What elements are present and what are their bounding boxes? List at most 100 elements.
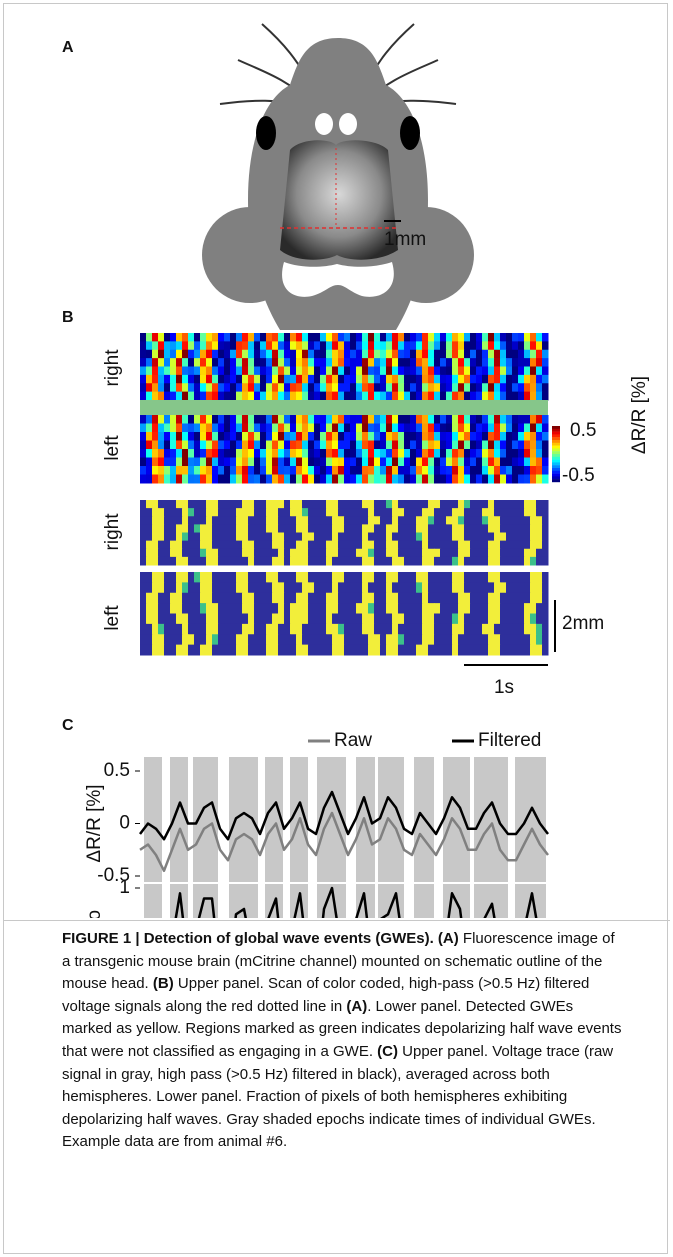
heatmap-cell <box>278 548 285 558</box>
heatmap-cell <box>206 333 213 342</box>
heatmap-cell <box>278 415 285 424</box>
heatmap-cell <box>212 613 219 625</box>
heatmap-cell <box>374 358 381 367</box>
heatmap-cell <box>248 349 255 359</box>
heatmap-cell <box>506 374 513 384</box>
heatmap-cell <box>140 500 147 509</box>
heatmap-cell <box>284 449 291 458</box>
heatmap-cell <box>362 524 369 533</box>
heatmap-cell <box>230 432 237 441</box>
heatmap-cell <box>392 644 399 656</box>
heatmap-cell <box>326 366 333 376</box>
heatmap-cell <box>224 556 231 566</box>
heatmap-cell <box>494 524 501 533</box>
heatmap-cell <box>476 449 483 458</box>
heatmap-cell <box>248 423 255 433</box>
heatmap-cell <box>302 457 309 467</box>
heatmap-cell <box>278 582 285 594</box>
heatmap-cell <box>386 423 393 433</box>
heatmap-cell <box>176 440 183 450</box>
heatmap-cell <box>212 556 219 566</box>
heatmap-cell <box>542 532 549 542</box>
heatmap-cell <box>194 548 201 558</box>
heatmap-cell <box>164 349 171 359</box>
heatmap-cell <box>494 383 501 393</box>
heatmap-cell <box>350 548 357 558</box>
heatmap-cell <box>362 423 369 433</box>
heatmap-cell <box>140 391 147 401</box>
heatmap-cell <box>494 358 501 367</box>
heatmap-cell <box>170 383 177 393</box>
heatmap-cell <box>458 432 465 441</box>
heatmap-cell <box>206 383 213 393</box>
heatmap-cell <box>302 524 309 533</box>
heatmap-cell <box>344 516 351 525</box>
heatmap-cell <box>314 508 321 517</box>
heatmap-cell <box>224 644 231 656</box>
heatmap-cell <box>482 449 489 458</box>
heatmap-cell <box>164 572 171 583</box>
heatmap-cell <box>242 634 249 646</box>
heatmap-cell <box>152 623 159 635</box>
heatmap-cell <box>536 623 543 635</box>
heatmap-cell <box>440 366 447 376</box>
heatmap-cell <box>524 457 531 467</box>
heatmap-cell <box>416 644 423 656</box>
heatmap-cell <box>542 349 549 359</box>
heatmap-cell <box>206 366 213 376</box>
heatmap-cell <box>266 592 273 604</box>
heatmap-cell <box>278 474 285 484</box>
heatmap-cell <box>344 582 351 594</box>
heatmap-cell <box>500 613 507 625</box>
heatmap-cell <box>194 449 201 458</box>
heatmap-cell <box>194 603 201 614</box>
heatmap-cell <box>410 349 417 359</box>
heatmap-cell <box>488 374 495 384</box>
heatmap-cell <box>188 644 195 656</box>
heatmap-cell <box>518 374 525 384</box>
heatmap-cell <box>146 466 153 475</box>
heatmap-cell <box>530 556 537 566</box>
heatmap-cell <box>392 634 399 646</box>
heatmap-cell <box>176 457 183 467</box>
heatmap-cell <box>482 349 489 359</box>
heatmap-cell <box>422 449 429 458</box>
caption-text: FIGURE 1 | Detection of global wave even… <box>62 930 459 947</box>
heatmap-cell <box>482 415 489 424</box>
heatmap-cell <box>218 548 225 558</box>
heatmap-cell <box>194 466 201 475</box>
heatmap-cell <box>314 532 321 542</box>
heatmap-cell <box>200 474 207 484</box>
heatmap-cell <box>422 466 429 475</box>
heatmap-cell <box>272 572 279 583</box>
heatmap-cell <box>470 366 477 376</box>
gwe-epoch <box>474 757 508 882</box>
heatmap-cell <box>146 423 153 433</box>
heatmap-cell <box>422 623 429 635</box>
heatmap-cell <box>314 383 321 393</box>
heatmap-cell <box>320 548 327 558</box>
heatmap-cell <box>536 524 543 533</box>
heatmap-cell <box>176 383 183 393</box>
heatmap-cell <box>470 391 477 401</box>
heatmap-cell <box>410 582 417 594</box>
heatmap-cell <box>428 466 435 475</box>
heatmap-cell <box>518 466 525 475</box>
heatmap-cell <box>182 613 189 625</box>
heatmap-cell <box>350 358 357 367</box>
heatmap-cell <box>398 623 405 635</box>
heatmap-cell <box>452 603 459 614</box>
heatmap-cell <box>404 572 411 583</box>
heatmap-cell <box>392 383 399 393</box>
heatmap-cell <box>374 366 381 376</box>
heatmap-cell <box>158 415 165 424</box>
heatmap-cell <box>164 556 171 566</box>
heatmap-cell <box>164 508 171 517</box>
heatmap-cell <box>266 634 273 646</box>
heatmap-cell <box>164 603 171 614</box>
heatmap-cell <box>278 500 285 509</box>
heatmap-cell <box>152 508 159 517</box>
heatmap-cell <box>356 341 363 351</box>
heatmap-cell <box>362 349 369 359</box>
heatmap-cell <box>356 644 363 656</box>
